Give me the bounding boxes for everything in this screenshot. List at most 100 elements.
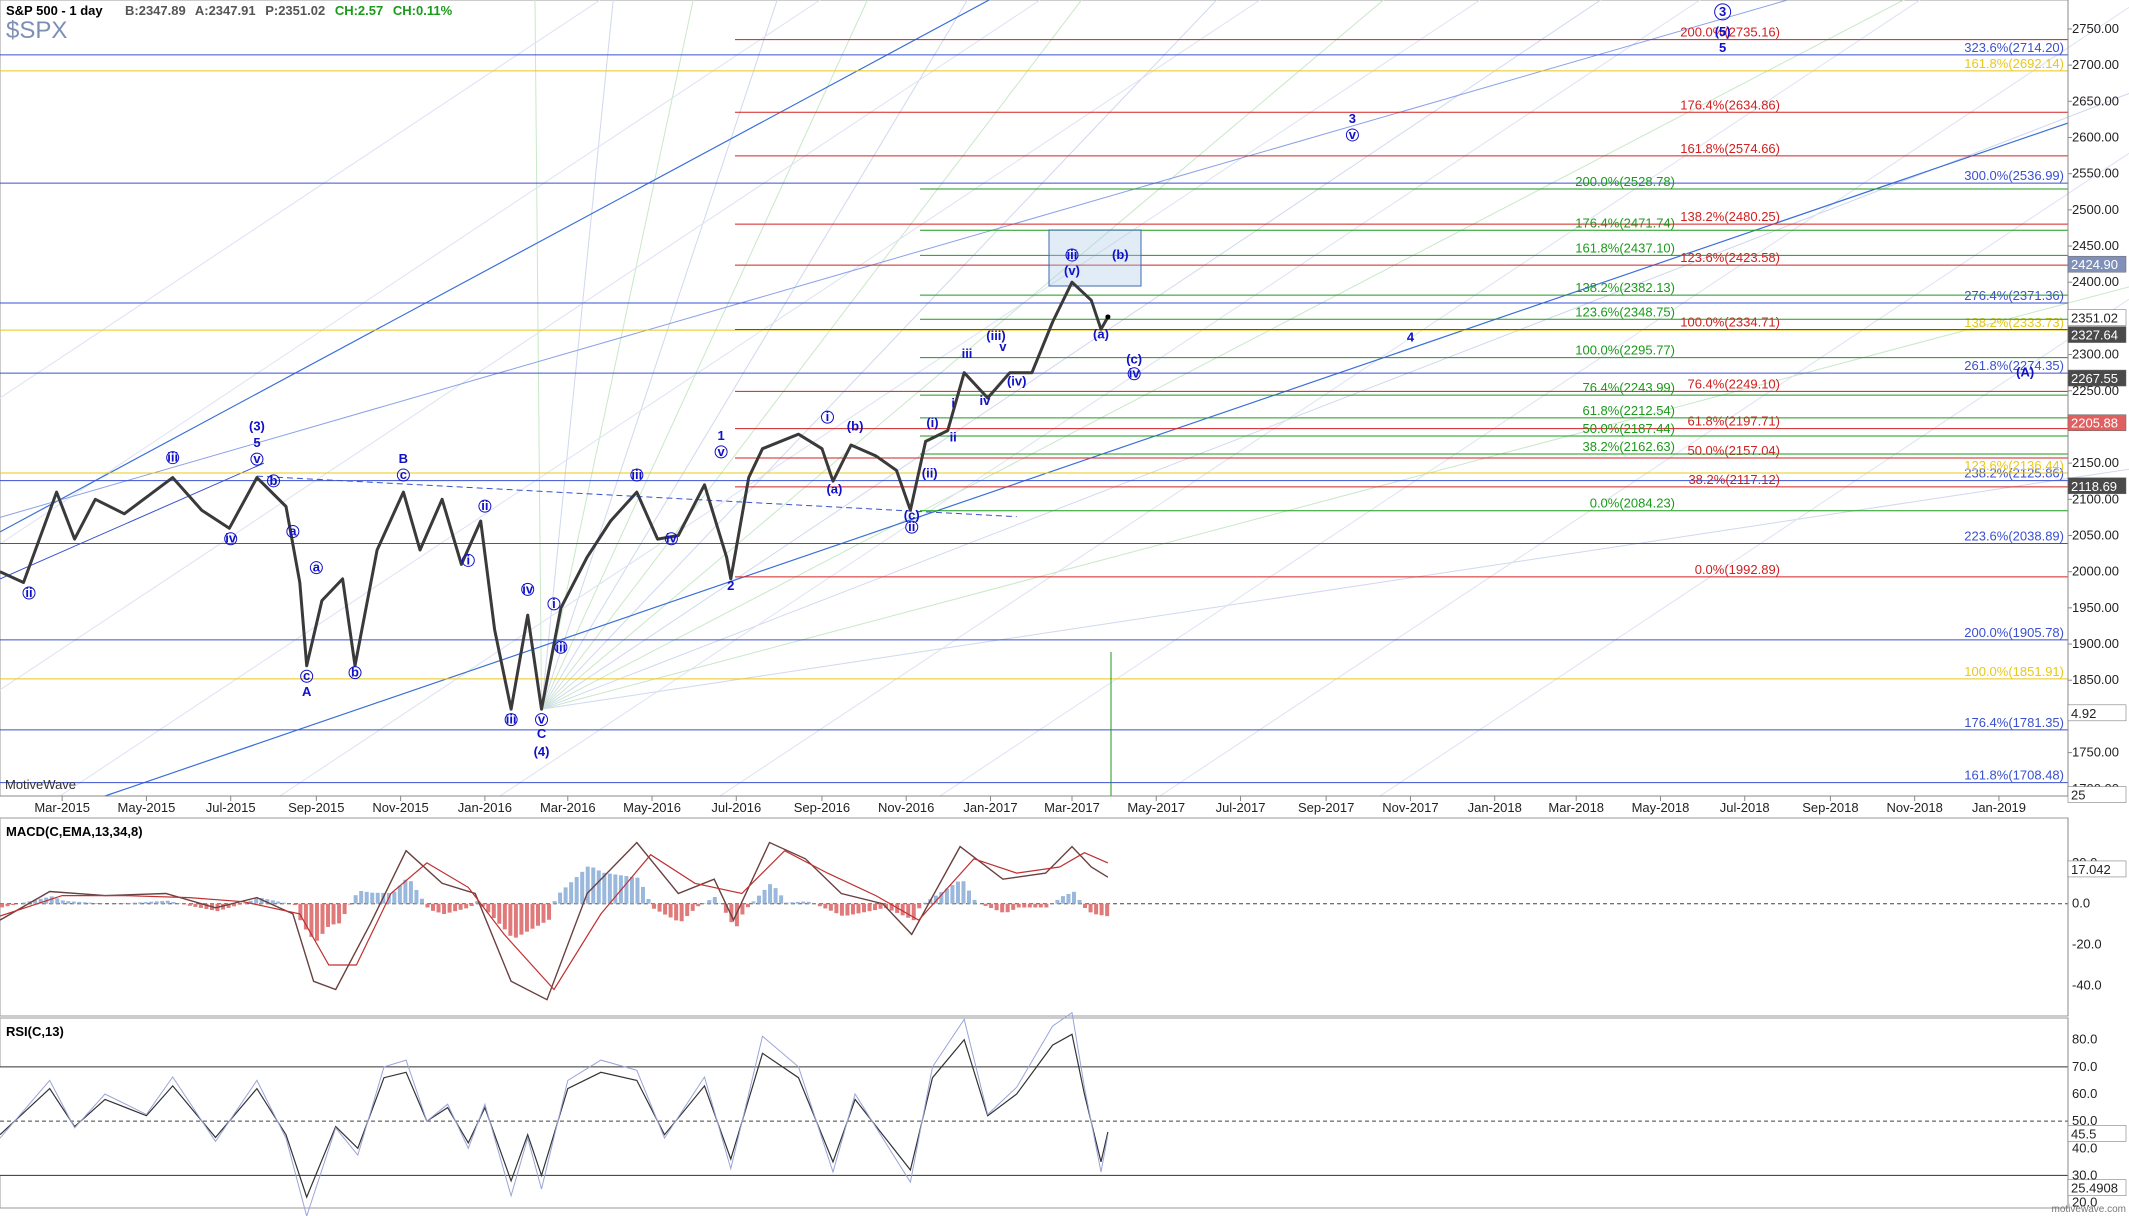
price-tag-text: 4.92 <box>2071 706 2096 721</box>
macd-histogram-bar <box>607 873 612 904</box>
quote-ask: A:2347.91 <box>195 3 256 18</box>
wave-label: (c) <box>904 508 920 523</box>
wave-label: i <box>552 596 556 611</box>
macd-histogram-bar <box>502 903 507 930</box>
rsi-tick-label: 40.0 <box>2072 1140 2097 1155</box>
price-tag-text: 2118.69 <box>2071 479 2117 494</box>
fib-label: 261.8%(2274.35) <box>1964 358 2064 373</box>
macd-histogram-bar <box>132 902 137 904</box>
macd-histogram-bar <box>270 900 275 904</box>
time-tick-label: Nov-2018 <box>1886 800 1942 815</box>
wave-label-circle <box>664 532 678 546</box>
wave-label: (b) <box>847 419 864 434</box>
time-tick-label: Jul-2018 <box>1720 800 1770 815</box>
time-tick-label: Sep-2016 <box>794 800 850 815</box>
macd-histogram-bar <box>751 901 756 904</box>
macd-histogram-bar <box>348 903 353 905</box>
fib-label: 138.2%(2333.73) <box>1964 315 2064 330</box>
macd-histogram-bar <box>49 896 54 904</box>
wave-label-circle <box>224 532 238 546</box>
macd-histogram-bar <box>591 867 596 904</box>
rsi-tick-label: 70.0 <box>2072 1059 2097 1074</box>
price-tag-box <box>2067 326 2127 343</box>
time-tick-label: Jan-2017 <box>963 800 1017 815</box>
macd-histogram-bar <box>237 903 242 905</box>
quote-price: P:2351.02 <box>265 3 325 18</box>
wave-label: B <box>399 451 408 466</box>
fib-label: 50.0%(2157.04) <box>1687 443 1780 458</box>
price-tag-text: 2267.55 <box>2071 371 2118 386</box>
macd-histogram-bar <box>193 903 198 907</box>
fan-grid-line <box>541 0 1602 710</box>
wave-label-circle <box>309 561 323 575</box>
macd-histogram-bar <box>652 903 657 909</box>
macd-histogram-bar <box>878 903 883 909</box>
fib-label: 161.8%(2574.66) <box>1680 141 1780 156</box>
macd-histogram-bar <box>806 901 811 904</box>
wave-label-circle <box>504 713 518 727</box>
fib-label: 61.8%(2212.54) <box>1582 403 1675 418</box>
macd-histogram-bar <box>425 903 430 908</box>
fan-grid-line <box>541 0 868 710</box>
diagonal-grid-line <box>1379 298 2129 797</box>
wave-label-circle <box>535 713 549 727</box>
fan-grid-line <box>541 0 614 710</box>
price-tag-box <box>2067 704 2127 722</box>
fib-label: 200.0%(2735.16) <box>1680 25 1780 40</box>
macd-histogram-bar <box>884 903 889 909</box>
macd-histogram-bar <box>475 901 480 904</box>
fib-label: 300.0%(2536.99) <box>1964 168 2064 183</box>
wave-label-circle <box>1127 367 1141 381</box>
macd-histogram-bar <box>657 903 662 912</box>
quote-change: CH:2.57 <box>335 3 383 18</box>
wave-label-circle <box>267 474 281 488</box>
macd-histogram-bar <box>823 903 828 909</box>
macd-histogram-bar <box>839 903 844 916</box>
wave-label: b <box>351 665 359 680</box>
macd-histogram-bar <box>370 892 375 904</box>
price-tick-label: 1750.00 <box>2072 745 2119 760</box>
price-panel <box>0 0 2069 797</box>
macd-histogram-bar <box>259 897 264 904</box>
macd-histogram-bar <box>160 901 165 904</box>
price-tick-label: 2300.00 <box>2072 347 2119 362</box>
price-grid <box>0 0 2129 797</box>
wave-label: (4) <box>534 744 550 759</box>
macd-histogram-bar <box>254 898 259 904</box>
wave-label: iii <box>631 467 642 482</box>
price-tick-label: 2100.00 <box>2072 491 2119 506</box>
macd-histogram-bar <box>469 903 474 907</box>
price-tick-label: 2700.00 <box>2072 57 2119 72</box>
macd-histogram-bar <box>11 903 16 905</box>
wave-label: iii <box>167 450 178 465</box>
macd-histogram-bar <box>690 903 695 911</box>
macd-histogram-bar <box>326 903 331 927</box>
wave-label-circle <box>250 452 264 466</box>
price-tick-label: 2600.00 <box>2072 129 2119 144</box>
fan-grid-line <box>541 0 1083 710</box>
macd-histogram-bar <box>93 902 98 904</box>
price-axis: 1700.001750.001800.001850.001900.001950.… <box>2067 0 2127 803</box>
macd-histogram-bar <box>663 903 668 915</box>
trend-line <box>0 462 265 580</box>
time-tick-label: Mar-2016 <box>540 800 596 815</box>
macd-histogram-bar <box>0 903 4 908</box>
macd-histogram-bar <box>757 895 762 904</box>
macd-histogram-bar <box>182 903 187 905</box>
price-tag-box <box>2067 414 2127 431</box>
rsi-title: RSI(C,13) <box>6 1024 64 1039</box>
macd-histogram-bar <box>149 901 154 904</box>
price-line <box>0 280 1110 711</box>
macd-histogram-bar <box>491 903 496 919</box>
macd-histogram-bar <box>408 881 413 904</box>
macd-histogram-bar <box>1044 903 1049 908</box>
diagonal-grid-line <box>279 0 1481 797</box>
fan-grid-line <box>541 0 1905 710</box>
macd-tick-label: 0.0 <box>2072 896 2090 911</box>
wave-label: iii <box>1067 247 1078 262</box>
quote-line: B:2347.89 A:2347.91 P:2351.02 CH:2.57 CH… <box>125 3 453 18</box>
macd-histogram-bar <box>1088 903 1093 913</box>
macd-histogram-bar <box>1016 903 1021 908</box>
macd-histogram-bar <box>917 903 922 909</box>
